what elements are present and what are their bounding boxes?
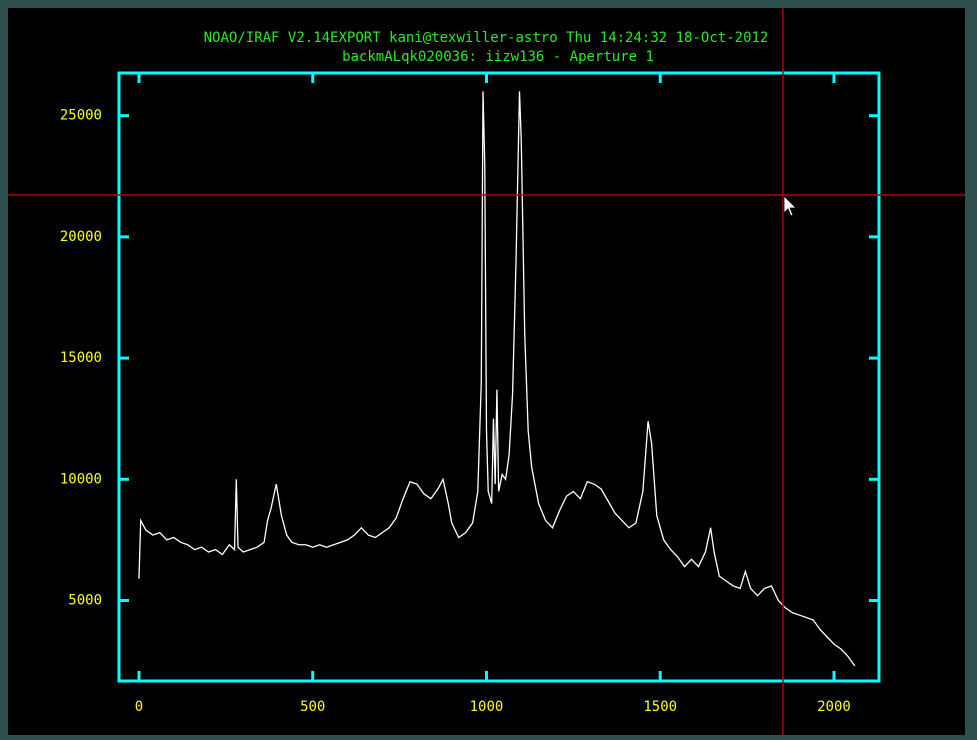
x-tick-label: 1500 [643, 699, 677, 715]
axes-frame [117, 71, 881, 683]
chart-title: NOAO/IRAF V2.14EXPORT kani@texwiller-ast… [204, 30, 769, 46]
plot-area: 5000 10000 15000 20000 25000 0 500 1000 1500 2000 [60, 71, 881, 715]
x-tick-label: 500 [300, 699, 325, 715]
x-tick-label: 2000 [817, 699, 851, 715]
y-tick-label: 25000 [60, 108, 102, 124]
y-tick-label: 15000 [60, 350, 102, 366]
y-tick-label: 5000 [68, 593, 102, 609]
y-tick-label: 10000 [60, 471, 102, 487]
mouse-cursor [783, 195, 797, 217]
x-tick-label: 1000 [470, 699, 504, 715]
y-tick-label: 20000 [60, 229, 102, 245]
spectrum-line [138, 91, 856, 667]
x-tick-label: 0 [135, 699, 143, 715]
chart-subtitle: backmALqk020036: iizw136 - Aperture 1 [342, 49, 654, 65]
